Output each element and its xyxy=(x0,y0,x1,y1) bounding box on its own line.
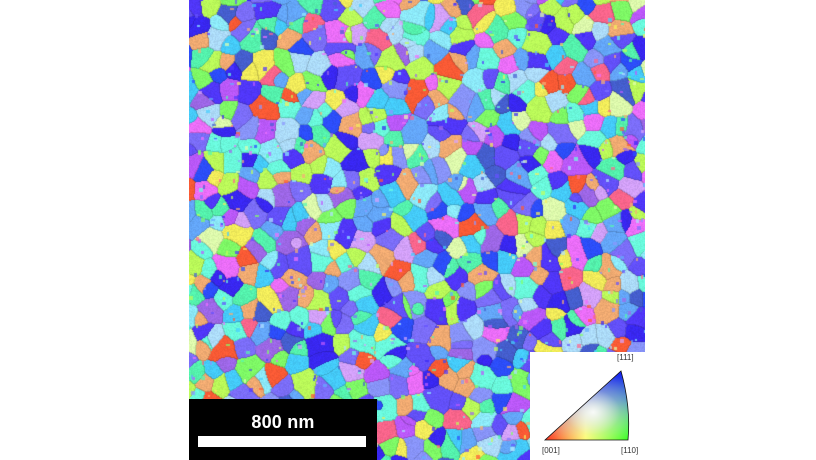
ipf-label-111: [111] xyxy=(617,353,634,362)
ebsd-orientation-map xyxy=(189,0,645,460)
ipf-label-001: [001] xyxy=(542,446,560,455)
ipf-triangle-svg: [111] [001] [110] xyxy=(542,353,638,455)
scale-bar-label: 800 nm xyxy=(251,412,315,432)
scale-bar-line xyxy=(198,436,366,447)
ipf-legend: [111] [001] [110] xyxy=(530,352,645,460)
ipf-label-110: [110] xyxy=(621,446,638,455)
ipf-triangle-outline xyxy=(543,370,630,441)
scale-bar-panel: 800 nm xyxy=(189,399,377,460)
